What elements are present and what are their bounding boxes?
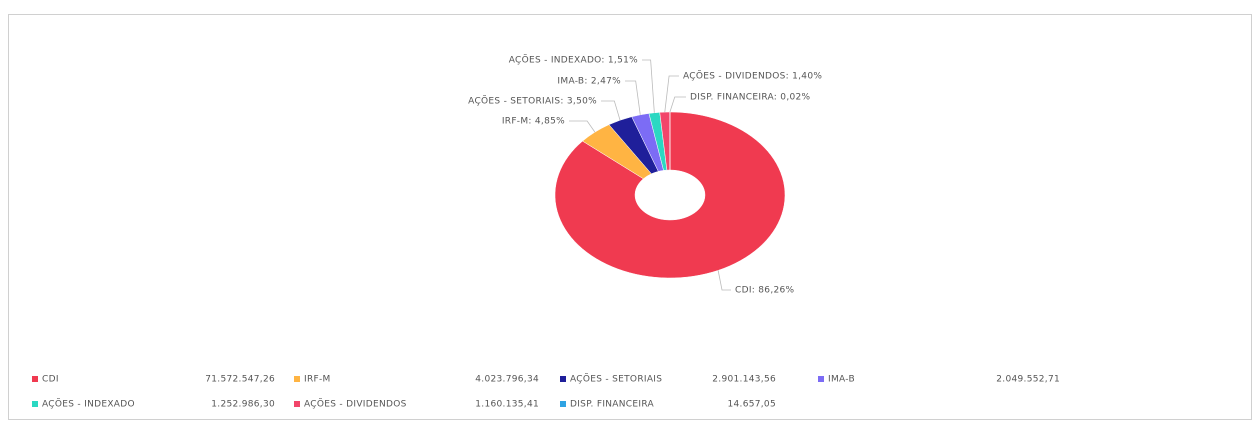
legend-label: CDI [42,375,59,385]
legend-marker [560,376,566,382]
slice [554,111,786,279]
data-label: AÇÕES - INDEXADO: 1,51% [509,54,638,66]
legend-amount: 2.049.552,71 [996,375,1060,385]
legend-label: AÇÕES - INDEXADO [42,398,135,410]
data-label: DISP. FINANCEIRA: 0,02% [690,93,811,103]
leader-line [717,270,731,291]
legend-label: AÇÕES - SETORIAIS [570,373,662,385]
legend-marker [32,401,38,407]
data-label: AÇÕES - DIVIDENDOS: 1,40% [683,70,822,82]
legend-marker [294,401,300,407]
leader-line [642,59,655,113]
legend-amount: 1.252.986,30 [211,400,275,410]
legend-amount: 2.901.143,56 [712,375,776,385]
legend-label: AÇÕES - DIVIDENDOS [304,398,407,410]
leader-line [569,120,596,133]
leader-line [669,96,686,113]
legend-marker [294,376,300,382]
data-label: CDI: 86,26% [735,286,795,296]
leader-line [664,75,679,113]
legend-marker [32,376,38,382]
leader-line [625,80,641,115]
data-label: IMA-B: 2,47% [557,77,621,87]
legend-amount: 1.160.135,41 [475,400,539,410]
legend-label: IMA-B [828,375,855,385]
data-label: AÇÕES - SETORIAIS: 3,50% [468,95,597,107]
legend-label: DISP. FINANCEIRA [570,400,655,410]
legend-label: IRF-M [304,375,331,385]
legend-amount: 14.657,05 [727,400,776,410]
legend-marker [818,376,824,382]
data-label: IRF-M: 4,85% [502,117,565,127]
leader-line [601,100,621,121]
legend-amount: 71.572.547,26 [205,375,275,385]
legend-amount: 4.023.796,34 [475,375,539,385]
legend-marker [560,401,566,407]
